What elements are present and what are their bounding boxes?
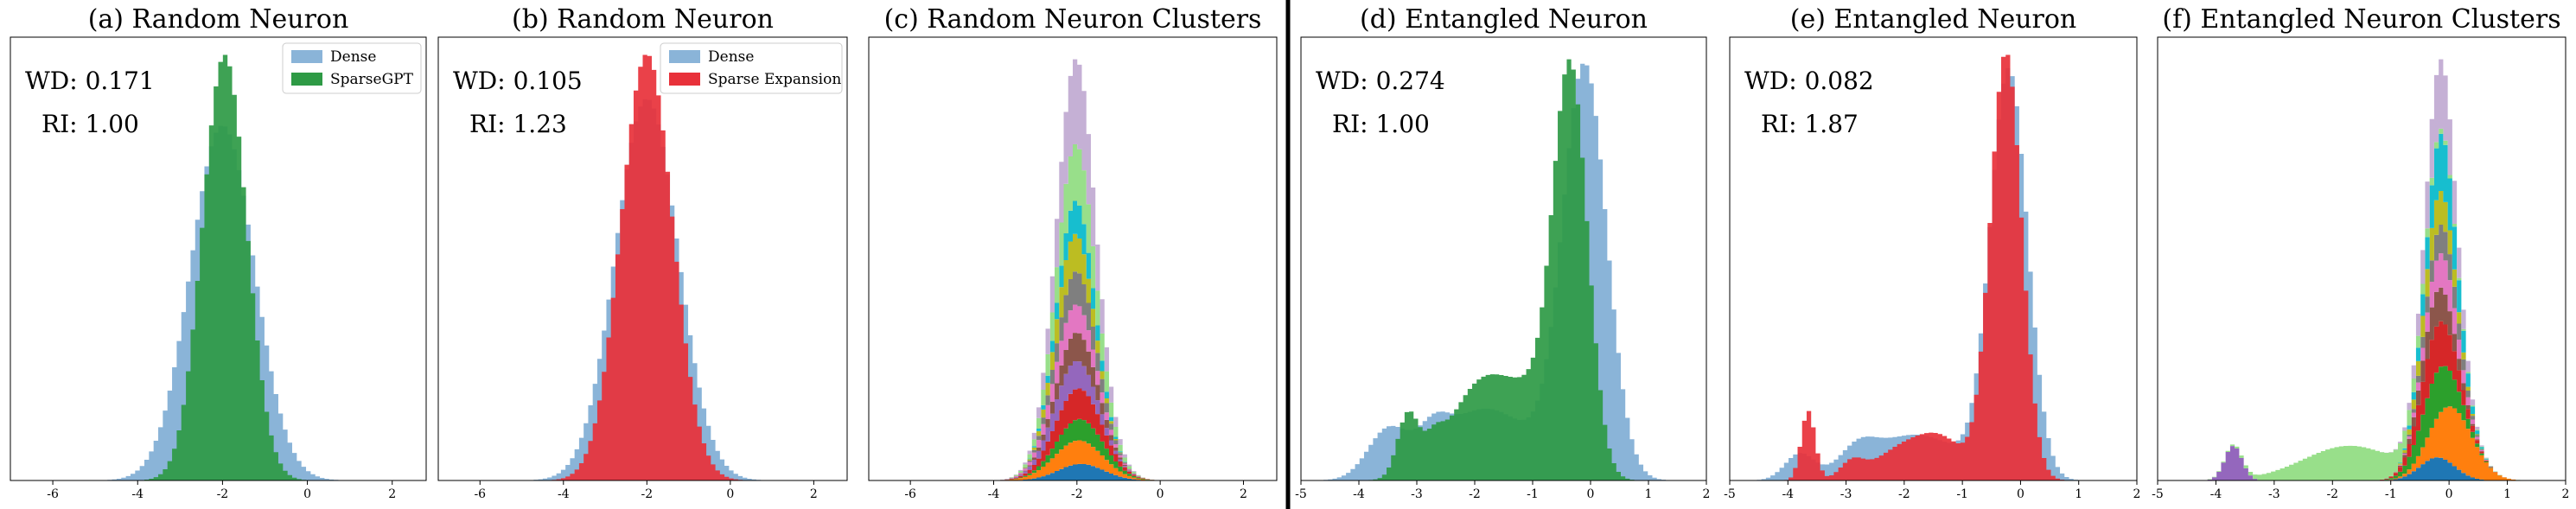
cluster-histogram-f-7 bbox=[2158, 253, 2566, 480]
x-tick-label-a: -2 bbox=[217, 487, 229, 501]
x-tick-label-d: 0 bbox=[1587, 487, 1595, 501]
legend-b: Dense Sparse Expansion bbox=[660, 42, 843, 94]
wd-label-a: WD: 0.171 bbox=[25, 67, 155, 95]
x-tick-label-e: -4 bbox=[1782, 487, 1794, 501]
cluster-histogram-c-5 bbox=[869, 360, 1277, 480]
x-tick-label-d: -3 bbox=[1411, 487, 1423, 501]
x-tick-label-d: 1 bbox=[1645, 487, 1653, 501]
legend-swatch bbox=[669, 73, 700, 86]
panel-c: (c) Random Neuron Clusters -6 -4 -2 0 2 bbox=[868, 4, 1278, 501]
x-tick-label-d: -2 bbox=[1469, 487, 1481, 501]
panel-title-d: (d) Entangled Neuron bbox=[1360, 4, 1648, 35]
x-tick-label-f: -2 bbox=[2326, 487, 2338, 501]
wd-label-b: WD: 0.105 bbox=[453, 67, 583, 95]
x-tick-label-b: 2 bbox=[810, 487, 818, 501]
legend-label: SparseGPT bbox=[330, 71, 414, 88]
x-tick-label-f: -1 bbox=[2385, 487, 2397, 501]
x-tick-label-c: 0 bbox=[1157, 487, 1164, 501]
wd-label-d: WD: 0.274 bbox=[1316, 67, 1445, 95]
x-tick-label-b: -6 bbox=[474, 487, 486, 501]
x-tick-label-b: -2 bbox=[641, 487, 654, 501]
x-tick-label-d: -1 bbox=[1527, 487, 1539, 501]
legend-swatch bbox=[291, 73, 322, 86]
x-tick-label-b: -4 bbox=[558, 487, 570, 501]
x-tick-label-c: -2 bbox=[1071, 487, 1083, 501]
panel-title-b: (b) Random Neuron bbox=[512, 4, 774, 35]
x-tick-label-c: -4 bbox=[988, 487, 1000, 501]
cluster-histogram-f-10 bbox=[2158, 133, 2566, 480]
ri-label-e: RI: 1.87 bbox=[1761, 110, 1859, 138]
histogram-d-sparsegpt bbox=[1301, 59, 1706, 481]
cluster-histogram-f-9 bbox=[2158, 191, 2566, 481]
cluster-histogram-c-1 bbox=[869, 463, 1277, 480]
plot-frame-c bbox=[868, 36, 1278, 481]
x-tick-label-f: -4 bbox=[2210, 487, 2222, 501]
panel-d: (d) Entangled Neuron -5 -4 -3 -2 -1 0 1 2 WD: 0.2… bbox=[1295, 4, 1710, 501]
x-tick-label-e: -3 bbox=[1840, 487, 1852, 501]
panel-f: (f) Entangled Neuron Clusters -5 -4 -3 -2 -1 0… bbox=[2152, 4, 2569, 501]
histogram-e-dense bbox=[1730, 67, 2137, 480]
x-tick-label-a: 0 bbox=[303, 487, 311, 501]
cluster-histogram-c-2 bbox=[869, 440, 1277, 480]
cluster-histogram-c-4 bbox=[869, 388, 1277, 480]
x-tick-label-d: -5 bbox=[1295, 487, 1307, 501]
x-tick-label-e: -2 bbox=[1898, 487, 1910, 501]
x-tick-label-b: 0 bbox=[726, 487, 734, 501]
panel-title-a: (a) Random Neuron bbox=[88, 4, 349, 35]
x-tick-label-c: -6 bbox=[904, 487, 916, 501]
x-tick-label-e: -5 bbox=[1724, 487, 1736, 501]
x-tick-label-d: 2 bbox=[1703, 487, 1711, 501]
panel-title-f: (f) Entangled Neuron Clusters bbox=[2162, 4, 2560, 35]
cluster-histogram-f-8 bbox=[2158, 225, 2566, 480]
x-tick-label-c: 2 bbox=[1240, 487, 1247, 501]
histogram-a-sparsegpt bbox=[10, 54, 426, 481]
plot-frame-f bbox=[2157, 36, 2566, 481]
panel-title-c: (c) Random Neuron Clusters bbox=[884, 4, 1262, 35]
plot-frame-b bbox=[437, 36, 848, 481]
panel-title-e: (e) Entangled Neuron bbox=[1790, 4, 2077, 35]
x-tick-label-f: -3 bbox=[2268, 487, 2280, 501]
wd-label-e: WD: 0.082 bbox=[1744, 67, 1874, 95]
legend-swatch bbox=[669, 50, 700, 63]
x-tick-label-e: 1 bbox=[2075, 487, 2082, 501]
panel-e: (e) Entangled Neuron -5 -4 -3 -2 -1 0 1 2 WD: 0.0… bbox=[1724, 4, 2140, 501]
panel-b: (b) Random Neuron -6 -4 -2 0 2 WD: 0.105 RI: 1.… bbox=[437, 4, 848, 501]
legend-box bbox=[660, 42, 843, 94]
cluster-histogram-f-11 bbox=[2158, 128, 2566, 481]
plot-frame-d bbox=[1300, 36, 1707, 481]
histogram-d-dense bbox=[1301, 63, 1706, 480]
x-tick-label-a: 2 bbox=[388, 487, 396, 501]
ri-label-b: RI: 1.23 bbox=[469, 110, 567, 138]
plot-frame-a bbox=[10, 36, 427, 481]
cluster-histogram-f-12 bbox=[2158, 59, 2566, 480]
x-tick-label-e: -1 bbox=[1956, 487, 1968, 501]
ri-label-a: RI: 1.00 bbox=[41, 110, 139, 138]
legend-a: Dense SparseGPT bbox=[282, 42, 422, 94]
cluster-histogram-c-3 bbox=[869, 418, 1277, 480]
cluster-histogram-f-1 bbox=[2158, 457, 2566, 480]
x-tick-label-d: -4 bbox=[1353, 487, 1365, 501]
x-tick-label-e: 0 bbox=[2017, 487, 2024, 501]
legend-label: Dense bbox=[330, 48, 376, 66]
ri-label-d: RI: 1.00 bbox=[1332, 110, 1430, 138]
plot-frame-e bbox=[1729, 36, 2138, 481]
x-tick-label-f: -5 bbox=[2152, 487, 2164, 501]
x-tick-label-e: 2 bbox=[2133, 487, 2141, 501]
legend-label: Dense bbox=[708, 48, 754, 66]
legend-label: Sparse Expansion bbox=[708, 71, 841, 88]
x-tick-label-f: 1 bbox=[2503, 487, 2511, 501]
cluster-histogram-c-6 bbox=[869, 333, 1277, 480]
x-tick-label-f: 2 bbox=[2562, 487, 2570, 501]
x-tick-label-a: -6 bbox=[47, 487, 59, 501]
x-tick-label-a: -4 bbox=[131, 487, 143, 501]
cluster-histogram-c-12 bbox=[869, 59, 1277, 481]
cluster-histogram-f-2 bbox=[2158, 406, 2566, 480]
histogram-b-sparse_expansion bbox=[438, 54, 847, 481]
panel-a: (a) Random Neuron -6 -4 -2 0 2 WD: 0.171 RI: 1.… bbox=[10, 4, 427, 501]
x-tick-label-f: 0 bbox=[2445, 487, 2453, 501]
legend-swatch bbox=[291, 50, 322, 63]
